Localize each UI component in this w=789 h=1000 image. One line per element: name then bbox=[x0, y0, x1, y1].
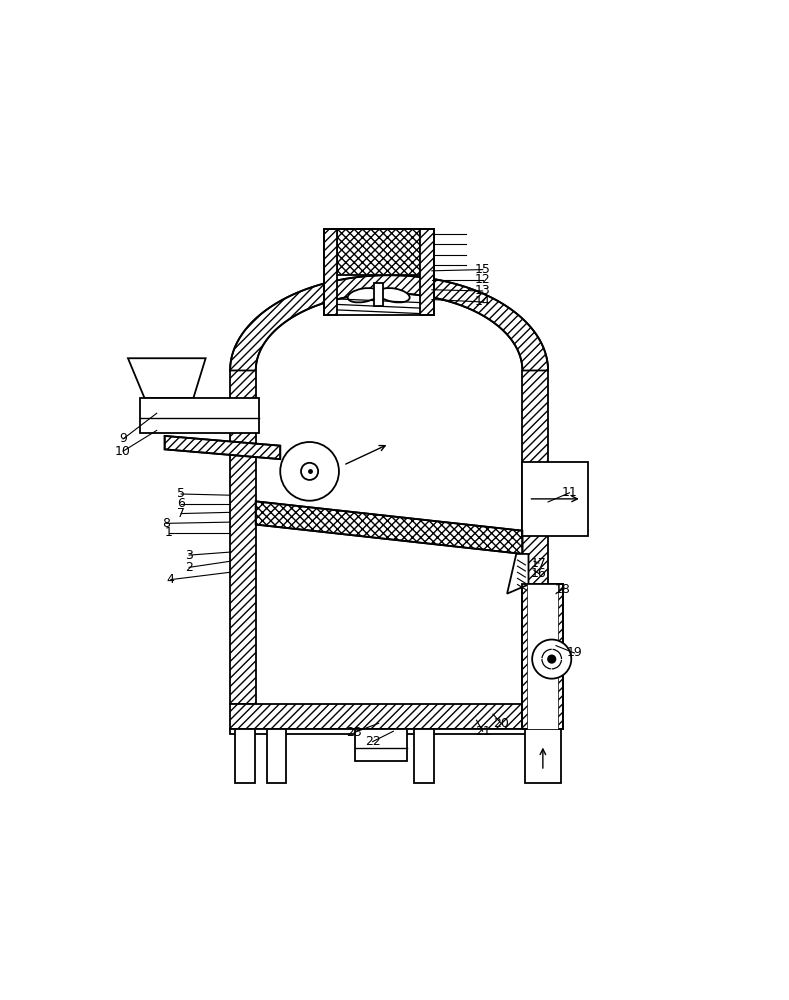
Polygon shape bbox=[165, 436, 280, 459]
Text: 22: 22 bbox=[365, 735, 380, 748]
Bar bbox=[235, 729, 255, 783]
Text: 5: 5 bbox=[178, 487, 185, 500]
Text: 12: 12 bbox=[475, 273, 491, 286]
Text: 23: 23 bbox=[346, 726, 362, 739]
Text: 1: 1 bbox=[165, 526, 173, 539]
Text: 20: 20 bbox=[493, 717, 509, 730]
Bar bbox=[323, 229, 434, 315]
Text: 11: 11 bbox=[562, 486, 578, 499]
Polygon shape bbox=[507, 554, 529, 594]
Bar bbox=[522, 462, 588, 536]
Ellipse shape bbox=[378, 288, 409, 302]
Bar bbox=[356, 729, 407, 761]
Bar bbox=[522, 584, 563, 729]
Text: 4: 4 bbox=[166, 573, 174, 586]
Polygon shape bbox=[230, 275, 548, 370]
Bar bbox=[522, 584, 563, 729]
Bar bbox=[337, 229, 421, 275]
Text: 6: 6 bbox=[178, 497, 185, 510]
Polygon shape bbox=[256, 293, 522, 370]
Bar bbox=[414, 729, 434, 783]
Ellipse shape bbox=[348, 288, 379, 302]
Text: 9: 9 bbox=[119, 432, 127, 445]
Bar bbox=[267, 729, 286, 783]
Bar bbox=[323, 229, 337, 315]
Text: 8: 8 bbox=[162, 517, 170, 530]
Text: 16: 16 bbox=[531, 567, 547, 580]
Text: 3: 3 bbox=[185, 549, 193, 562]
Text: 19: 19 bbox=[567, 646, 582, 659]
Polygon shape bbox=[128, 358, 206, 398]
Text: 15: 15 bbox=[475, 263, 491, 276]
Circle shape bbox=[532, 640, 571, 679]
Bar bbox=[527, 584, 559, 729]
Bar bbox=[230, 729, 548, 734]
Bar bbox=[421, 229, 434, 315]
Text: 10: 10 bbox=[115, 445, 131, 458]
Bar bbox=[256, 370, 522, 704]
Text: 2: 2 bbox=[185, 561, 193, 574]
Bar bbox=[375, 283, 383, 306]
Circle shape bbox=[301, 463, 318, 480]
Text: 17: 17 bbox=[531, 557, 547, 570]
Text: 21: 21 bbox=[475, 725, 491, 738]
Polygon shape bbox=[256, 501, 522, 554]
Circle shape bbox=[548, 655, 555, 663]
Bar bbox=[140, 398, 259, 433]
Text: 13: 13 bbox=[475, 284, 491, 297]
Circle shape bbox=[280, 442, 339, 501]
Bar bbox=[522, 370, 548, 704]
Bar bbox=[230, 704, 548, 729]
Bar bbox=[230, 370, 256, 704]
Text: 7: 7 bbox=[178, 507, 185, 520]
Bar bbox=[525, 729, 561, 783]
Text: 14: 14 bbox=[475, 295, 491, 308]
Text: 18: 18 bbox=[554, 583, 570, 596]
